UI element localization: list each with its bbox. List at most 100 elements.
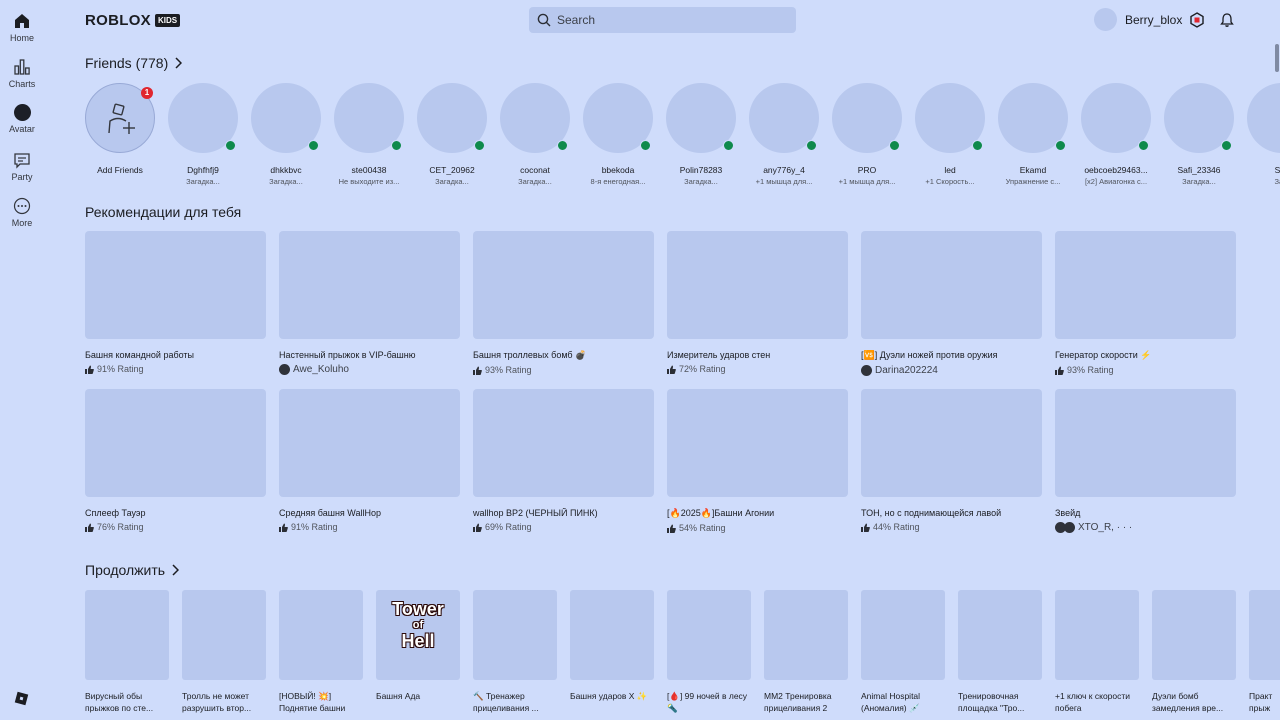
- continue-tile[interactable]: [НОВЫЙ! 💥] Поднятие башни: [279, 590, 363, 714]
- continue-tile[interactable]: [🩸] 99 ночей в лесу 🔦: [667, 590, 751, 714]
- friend-item[interactable]: ste00438 Не выходите из...: [329, 83, 409, 186]
- continue-tile[interactable]: Башня ударов X ✨: [570, 590, 654, 714]
- friend-item[interactable]: Dghfhfj9 Загадка...: [163, 83, 243, 186]
- continue-tile[interactable]: +1 ключ к скорости побега: [1055, 590, 1139, 714]
- game-tile[interactable]: Башня троллевых бомб 💣 93% Rating: [473, 231, 654, 375]
- game-tile[interactable]: [🆚] Дуэли ножей против оружия Darina20222…: [861, 231, 1042, 376]
- friend-name: Dghfhfj9: [187, 165, 219, 175]
- friend-avatar: [583, 83, 653, 153]
- search-input[interactable]: [557, 13, 777, 27]
- friend-item[interactable]: Sak Загс: [1242, 83, 1280, 186]
- rating-text: 69% Rating: [485, 522, 532, 532]
- game-tile[interactable]: Настенный прыжок в VIP-башню Awe_Koluho: [279, 231, 460, 375]
- online-indicator: [806, 140, 817, 151]
- notification-bell-icon[interactable]: [1219, 12, 1235, 28]
- continue-tile[interactable]: 🔨 Тренажер прицеливания ...: [473, 590, 557, 714]
- online-indicator: [557, 140, 568, 151]
- continue-tile[interactable]: Вирусный обы прыжков по сте...: [85, 590, 169, 714]
- game-thumbnail: [85, 231, 266, 339]
- page-scrollbar[interactable]: [1275, 44, 1279, 72]
- game-thumbnail: [1055, 231, 1236, 339]
- friend-item[interactable]: oebcoeb29463... [x2] Авиагонка с...: [1076, 83, 1156, 186]
- friend-status: 8-я енегодная...: [590, 177, 646, 186]
- creator-avatar: [279, 364, 290, 375]
- friend-item[interactable]: Polin78283 Загадка...: [661, 83, 741, 186]
- add-friends-label: Add Friends: [97, 165, 143, 175]
- game-rating: 44% Rating: [861, 522, 1042, 532]
- user-profile[interactable]: Berry_blox: [1094, 8, 1182, 31]
- friend-item[interactable]: CET_20962 Загадка...: [412, 83, 492, 186]
- game-tile[interactable]: Генератор скорости ⚡ 93% Rating: [1055, 231, 1236, 375]
- game-tile[interactable]: Башня командной работы 91% Rating: [85, 231, 266, 374]
- game-tile[interactable]: Измеритель ударов стен 72% Rating: [667, 231, 848, 374]
- robux-icon[interactable]: [1189, 12, 1205, 28]
- nav-party-label: Party: [11, 172, 33, 182]
- friend-item[interactable]: Ekamd Упражнение с...: [993, 83, 1073, 186]
- art-line2: of: [412, 619, 424, 631]
- continue-header[interactable]: Продолжить: [85, 562, 180, 578]
- creator-avatar: [1064, 522, 1075, 533]
- game-rating: 93% Rating: [1055, 365, 1236, 375]
- nav-avatar[interactable]: Avatar: [0, 104, 44, 134]
- friends-header[interactable]: Friends (778): [85, 55, 183, 71]
- search-bar[interactable]: [529, 7, 796, 33]
- game-name: Средняя башня WallHop: [279, 508, 381, 518]
- recommended-title: Рекомендации для тебя: [85, 204, 242, 220]
- chevron-right-icon: [175, 57, 183, 69]
- friend-avatar: [1081, 83, 1151, 153]
- friend-item[interactable]: Safi_23346 Загадка...: [1159, 83, 1239, 186]
- friend-item[interactable]: PRO +1 мышца для...: [827, 83, 907, 186]
- friend-status: Упражнение с...: [1005, 177, 1061, 186]
- game-rating: 72% Rating: [667, 364, 848, 374]
- rating-text: 72% Rating: [679, 364, 726, 374]
- continue-tile[interactable]: Animal Hospital (Аномалия) 💉: [861, 590, 945, 714]
- game-thumbnail: [1249, 590, 1280, 680]
- friend-status: +1 мышца для...: [755, 177, 813, 186]
- continue-tile[interactable]: Дуэли бомб замедления вре...: [1152, 590, 1236, 714]
- game-tile[interactable]: ТОН, но с поднимающейся лавой 44% Rating: [861, 389, 1042, 532]
- game-tile[interactable]: wallhop BP2 (ЧЕРНЫЙ ПИНК) 69% Rating: [473, 389, 654, 532]
- game-tile[interactable]: Сплееф Тауэр 76% Rating: [85, 389, 266, 532]
- nav-home[interactable]: Home: [0, 12, 44, 43]
- continue-tile[interactable]: Тролль не может разрушить втор...: [182, 590, 266, 714]
- nav-charts[interactable]: Charts: [0, 58, 44, 89]
- friend-avatar: [334, 83, 404, 153]
- online-indicator: [1221, 140, 1232, 151]
- game-tile[interactable]: Звейд XTO_R, · · ·: [1055, 389, 1236, 533]
- nav-more-label: More: [11, 218, 33, 228]
- friend-status: +1 Скорость...: [925, 177, 975, 186]
- game-name: [НОВЫЙ! 💥] Поднятие башни: [279, 691, 346, 713]
- rating-text: 91% Rating: [291, 522, 338, 532]
- art-line3: Hell: [401, 631, 435, 651]
- game-tile[interactable]: [🔥2025🔥]Башни Агонии 54% Rating: [667, 389, 848, 533]
- nav-more[interactable]: More: [0, 197, 44, 228]
- add-friends-button[interactable]: 1 Add Friends: [85, 83, 160, 175]
- friend-item[interactable]: coconat Загадка...: [495, 83, 575, 186]
- friend-item[interactable]: any776y_4 +1 мышца для...: [744, 83, 824, 186]
- continue-tile[interactable]: Практ прыж: [1249, 590, 1280, 714]
- friend-avatar: [1247, 83, 1280, 153]
- game-name: Генератор скорости ⚡: [1055, 350, 1152, 360]
- continue-tile[interactable]: Тренировочная площадка "Тро...: [958, 590, 1042, 714]
- online-indicator: [391, 140, 402, 151]
- friend-name: Ekamd: [1019, 165, 1047, 175]
- game-tile[interactable]: Средняя башня WallHop 91% Rating: [279, 389, 460, 532]
- friend-item[interactable]: bbekoda 8-я енегодная...: [578, 83, 658, 186]
- game-thumbnail: [279, 231, 460, 339]
- brand-logo[interactable]: ROBLOX KIDS: [85, 12, 181, 29]
- creator-avatar: [1055, 522, 1066, 533]
- game-name: Звейд: [1055, 508, 1081, 518]
- continue-tile[interactable]: MM2 Тренировка прицеливания 2: [764, 590, 848, 714]
- friend-item[interactable]: led +1 Скорость...: [910, 83, 990, 186]
- continue-tile[interactable]: Tower of Hell Башня Ада: [376, 590, 460, 714]
- game-thumbnail: [861, 231, 1042, 339]
- friend-avatar: [168, 83, 238, 153]
- thumbs-up-icon: [861, 523, 870, 532]
- game-thumbnail: [473, 389, 654, 497]
- game-name: Настенный прыжок в VIP-башню: [279, 350, 416, 360]
- roblox-logo-icon[interactable]: [14, 691, 29, 706]
- creator-name: Darina202224: [875, 365, 938, 376]
- friend-item[interactable]: dhkkbvc Загадка...: [246, 83, 326, 186]
- nav-party[interactable]: Party: [0, 151, 44, 182]
- game-thumbnail: [570, 590, 654, 680]
